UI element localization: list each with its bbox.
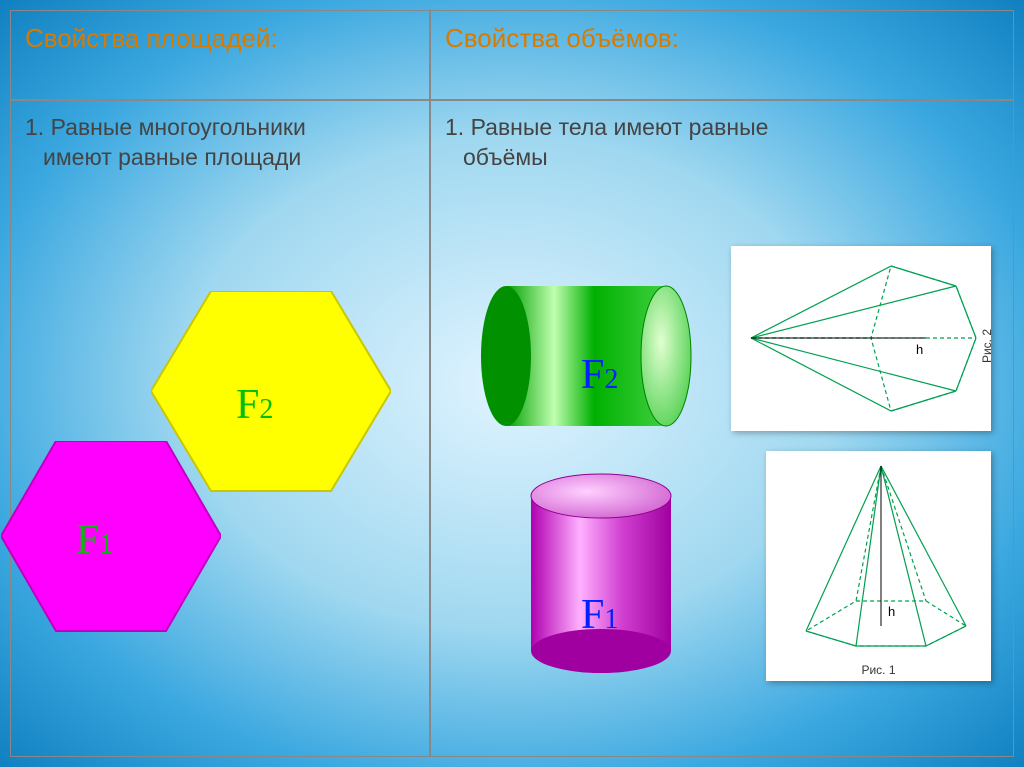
header-left-text: Свойства площадей:	[25, 23, 278, 54]
body-right-line1: 1. Равные тела имеют равные	[445, 113, 999, 143]
header-left: Свойства площадей:	[10, 10, 430, 100]
label-f1-magenta: F1	[76, 516, 113, 564]
diagram-ris2: h Рис. 2	[731, 246, 991, 431]
body-right: 1. Равные тела имеют равные объёмы	[430, 100, 1014, 757]
ris1-caption: Рис. 1	[766, 663, 991, 677]
body-left-line1: 1. Равные многоугольники	[25, 113, 415, 143]
body-left: 1. Равные многоугольники имеют равные пл…	[10, 100, 430, 757]
body-left-line2: имеют равные площади	[25, 143, 415, 173]
diagram-ris1: h Рис. 1	[766, 451, 991, 681]
label-f1-mag: F1	[581, 591, 618, 639]
cylinder-magenta	[521, 471, 691, 681]
header-right: Свойства объёмов:	[430, 10, 1014, 100]
h-label-2: h	[916, 342, 923, 357]
label-f2-yellow: F2	[236, 381, 273, 429]
label-f2-green: F2	[581, 351, 618, 399]
header-right-text: Свойства объёмов:	[445, 23, 679, 54]
body-right-line2: объёмы	[445, 143, 999, 173]
h-label-1: h	[888, 604, 895, 619]
ris2-caption: Рис. 2	[980, 328, 994, 362]
